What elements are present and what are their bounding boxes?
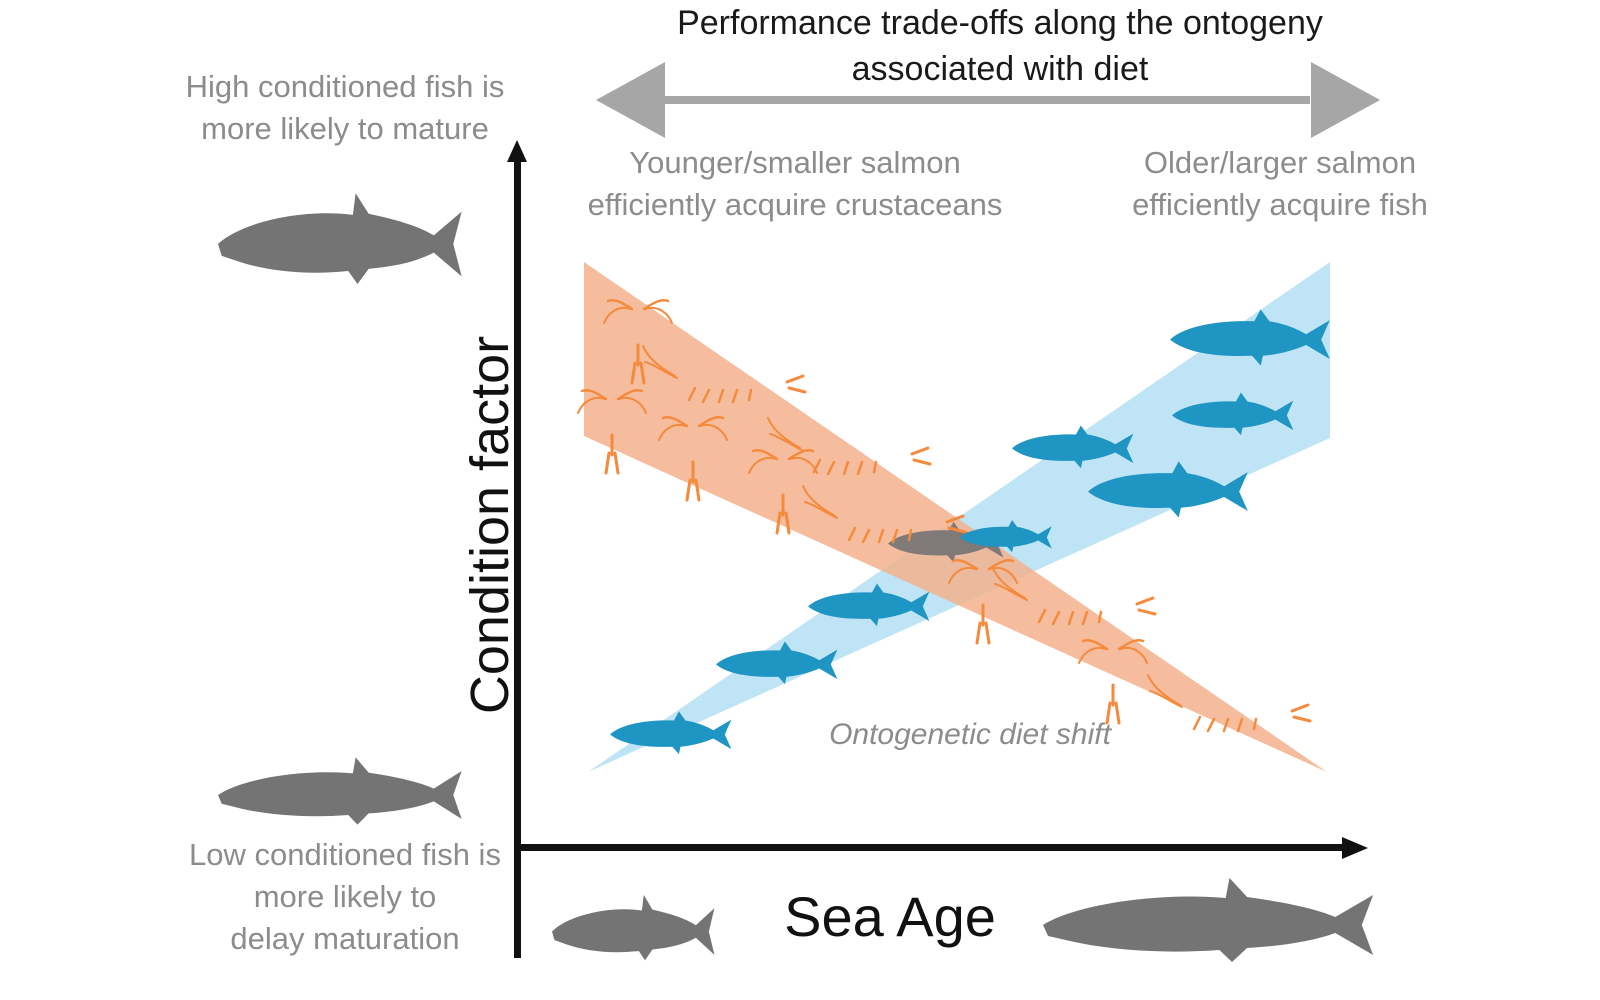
title-line-2: associated with diet — [851, 50, 1149, 88]
salmon-silhouette-icon — [552, 894, 715, 961]
high-note-line-2: more likely to mature — [201, 111, 489, 146]
x-axis — [517, 837, 1368, 859]
young-label-line-1: Younger/smaller salmon — [629, 145, 961, 180]
salmon-silhouette-icon — [218, 193, 462, 284]
salmon-silhouette-icon — [1043, 878, 1374, 962]
x-axis-label: Sea Age — [784, 885, 996, 948]
title-line-1: Performance trade-offs along the ontogen… — [677, 4, 1323, 42]
young-salmon-label: Younger/smaller salmon efficiently acqui… — [540, 142, 1050, 226]
high-note-line-1: High conditioned fish is — [185, 69, 505, 104]
low-note-line-2: more likely to — [253, 879, 437, 914]
low-note-line-1: Low conditioned fish is — [189, 837, 501, 872]
diagram-title: Performance trade-offs along the ontogen… — [560, 0, 1440, 92]
salmon-silhouette-icon — [218, 757, 462, 825]
diet-shift-label: Ontogenetic diet shift — [829, 718, 1111, 751]
old-label-line-2: efficiently acquire fish — [1132, 187, 1428, 222]
double-arrow-icon — [596, 62, 1380, 138]
young-label-line-2: efficiently acquire crustaceans — [587, 187, 1003, 222]
old-label-line-1: Older/larger salmon — [1143, 145, 1417, 180]
low-note-line-3: delay maturation — [230, 921, 460, 956]
low-condition-note: Low conditioned fish is more likely to d… — [130, 834, 560, 960]
y-axis — [507, 140, 527, 958]
old-salmon-label: Older/larger salmon efficiently acquire … — [1070, 142, 1490, 226]
y-axis-label: Condition factor — [460, 335, 520, 715]
high-condition-note: High conditioned fish is more likely to … — [130, 66, 560, 150]
crustacean-diet-band — [584, 262, 1327, 772]
